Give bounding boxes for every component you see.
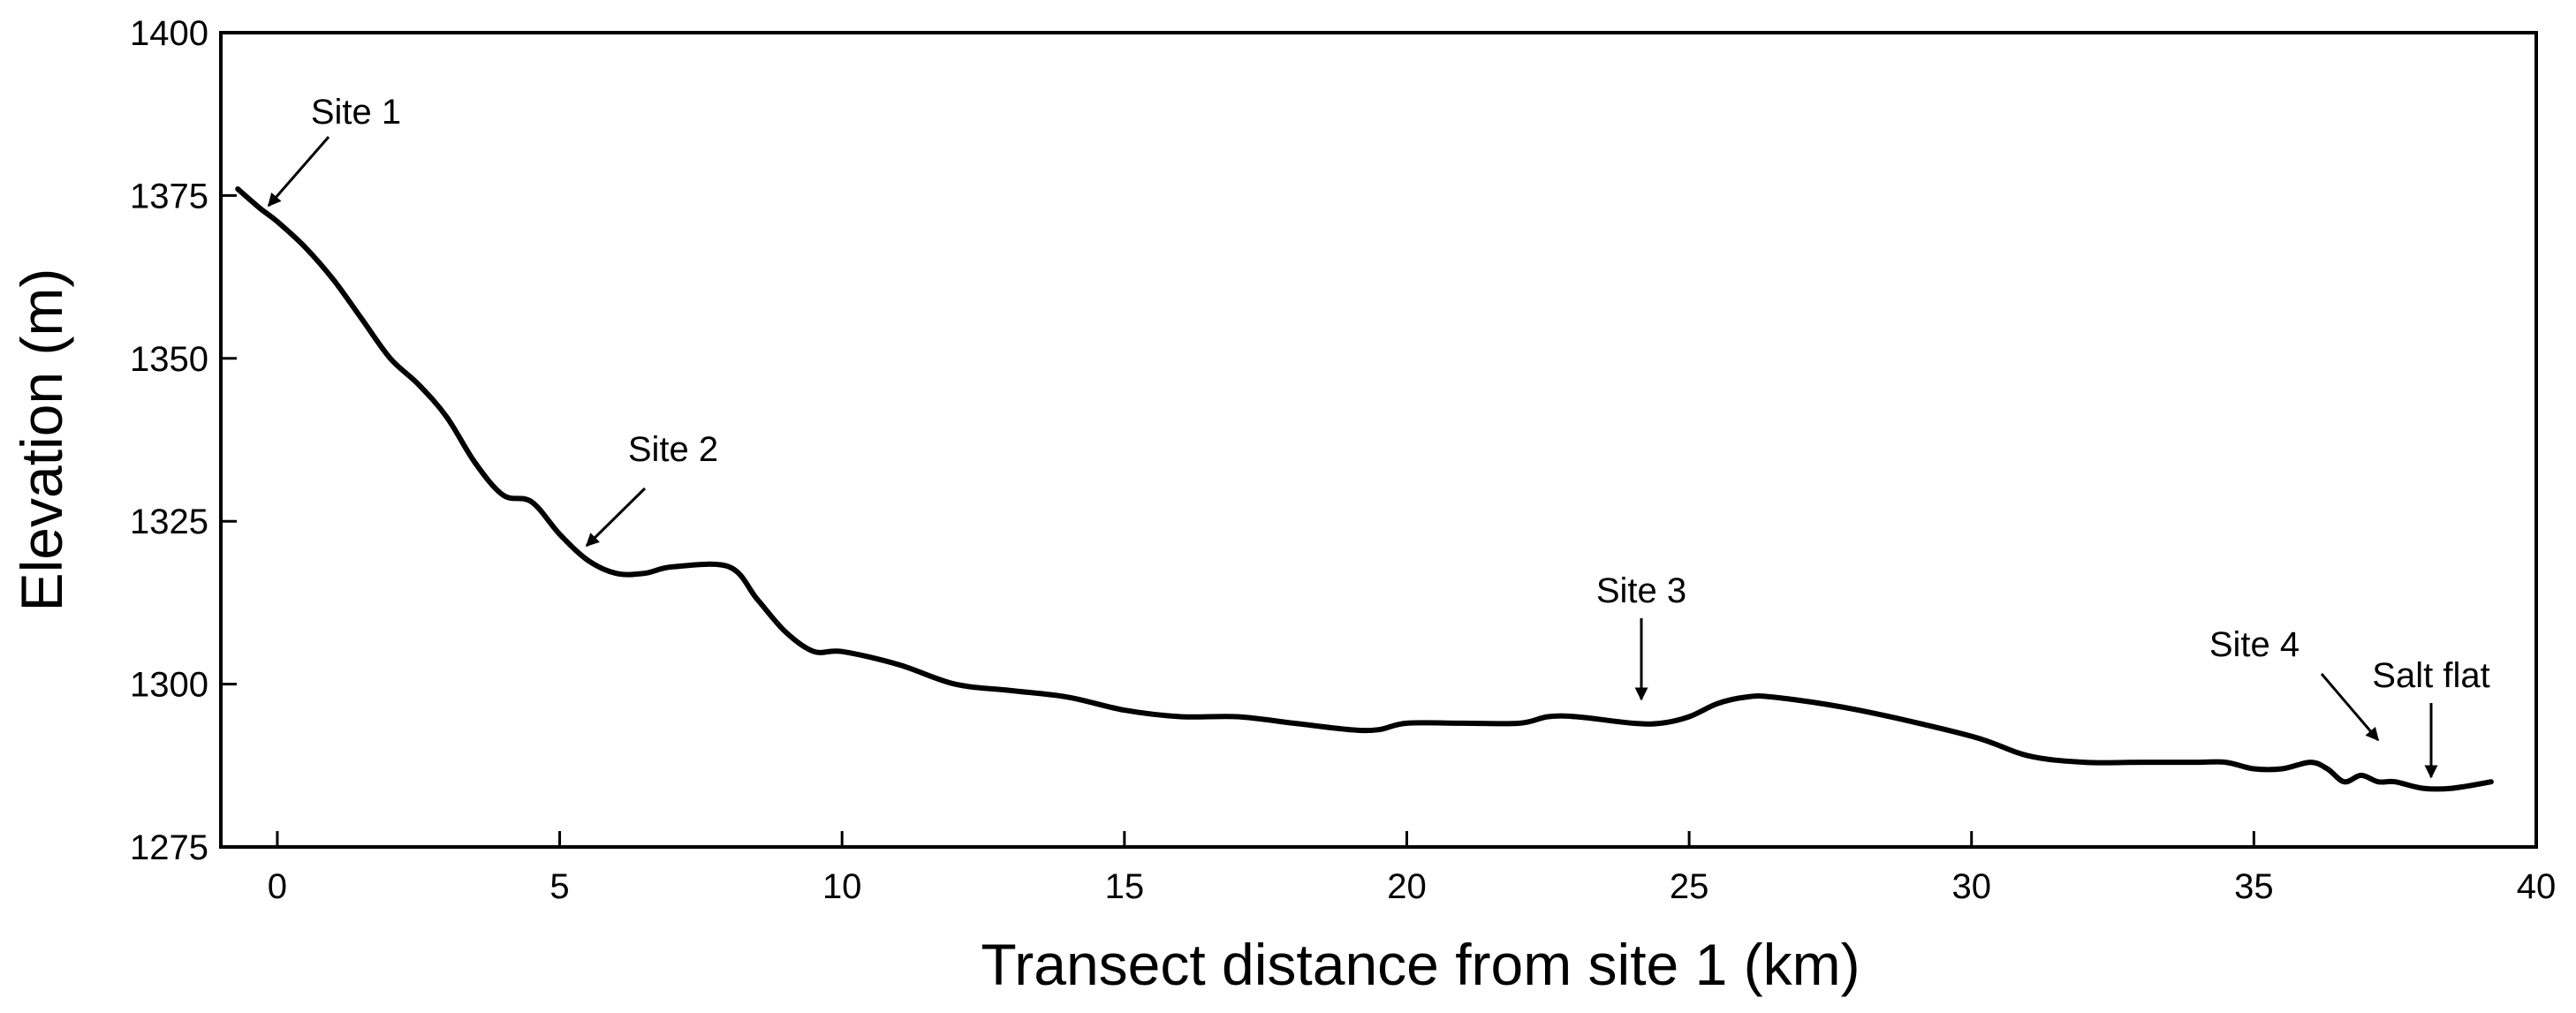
annotation-arrow (585, 487, 647, 548)
x-tick-label: 5 (549, 867, 569, 906)
y-tick-label: 1300 (130, 666, 208, 705)
annotation-label: Site 1 (311, 93, 401, 132)
y-tick-label: 1325 (130, 503, 208, 541)
y-tick-label: 1275 (130, 828, 208, 867)
y-tick-label: 1375 (130, 177, 208, 215)
annotation-arrow (267, 136, 330, 208)
x-tick-label: 20 (1387, 867, 1427, 906)
y-tick-label: 1400 (130, 14, 208, 53)
y-tick-label: 1350 (130, 340, 208, 379)
x-axis-title: Transect distance from site 1 (km) (981, 932, 1860, 997)
x-tick-label: 40 (2517, 867, 2557, 906)
ticks-layer (221, 31, 2538, 849)
tick-labels-layer: 0 5 10 15 20 25 30 35 40 1275 1300 1325 1350 1375 1400 (130, 14, 2556, 906)
y-axis-title: Elevation (m) (9, 268, 74, 612)
x-tick-label: 35 (2234, 867, 2274, 906)
annotation-label: Site 3 (1596, 571, 1686, 610)
annotation-label: Site 2 (628, 430, 718, 469)
x-tick-label: 0 (268, 867, 287, 906)
x-tick-label: 10 (822, 867, 862, 906)
x-tick-label: 25 (1670, 867, 1709, 906)
plot-frame (219, 31, 2538, 849)
x-tick-label: 30 (1951, 867, 1991, 906)
elevation-profile-line (235, 186, 2494, 792)
annotations-layer: Site 1 Site 2 Site 3 Site 4 Salt flat (267, 93, 2490, 779)
annotation-label: Salt flat (2372, 656, 2489, 695)
annotation-label: Site 4 (2209, 625, 2299, 664)
annotation-arrow (2320, 673, 2380, 742)
x-tick-label: 15 (1105, 867, 1145, 906)
